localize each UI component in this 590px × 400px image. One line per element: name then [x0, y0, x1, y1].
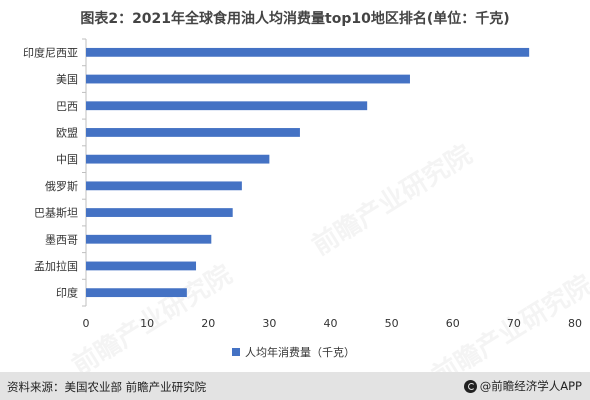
- y-tick-label: 印度: [56, 286, 78, 300]
- bar: [86, 288, 187, 298]
- y-tick-label: 中国: [56, 153, 78, 166]
- brand-logo-icon: [463, 379, 477, 393]
- y-tick-label: 俄罗斯: [45, 180, 78, 193]
- bar: [86, 101, 368, 111]
- y-tick-label: 巴基斯坦: [34, 206, 78, 220]
- bar: [86, 234, 212, 244]
- x-tick-label: 70: [507, 317, 521, 330]
- x-tick-label: 40: [324, 317, 338, 330]
- y-tick-label: 美国: [56, 73, 78, 86]
- y-tick-label: 墨西哥: [45, 233, 78, 246]
- brand-text: @前瞻经济学人APP: [479, 379, 582, 393]
- bar: [86, 181, 242, 191]
- chart-title: 图表2：2021年全球食用油人均消费量top10地区排名(单位：千克): [80, 11, 510, 27]
- bar: [86, 154, 270, 164]
- bar: [86, 47, 530, 57]
- x-tick-label: 60: [446, 317, 460, 330]
- x-tick-label: 20: [201, 317, 215, 330]
- y-tick-label: 巴西: [56, 100, 78, 113]
- x-tick-label: 50: [385, 317, 399, 330]
- bar: [86, 208, 233, 217]
- footer-bar: 资料来源：美国农业部 前瞻产业研究院 @前瞻经济学人APP: [0, 372, 590, 400]
- source-text: 资料来源：美国农业部 前瞻产业研究院: [7, 380, 207, 394]
- y-tick-label: 孟加拉国: [34, 259, 78, 273]
- bar: [86, 261, 197, 271]
- y-tick-label: 欧盟: [56, 126, 78, 139]
- x-tick-label: 10: [140, 317, 154, 330]
- brand-label: @前瞻经济学人APP: [463, 378, 582, 394]
- x-tick-label: 30: [262, 317, 276, 330]
- y-tick-label: 印度尼西亚: [23, 45, 78, 59]
- bar: [86, 128, 300, 137]
- x-tick-label: 0: [83, 317, 90, 330]
- bar: [86, 74, 410, 84]
- legend-label: 人均年消费量（千克）: [245, 345, 355, 359]
- legend-swatch: [232, 348, 240, 356]
- x-tick-label: 80: [568, 317, 582, 330]
